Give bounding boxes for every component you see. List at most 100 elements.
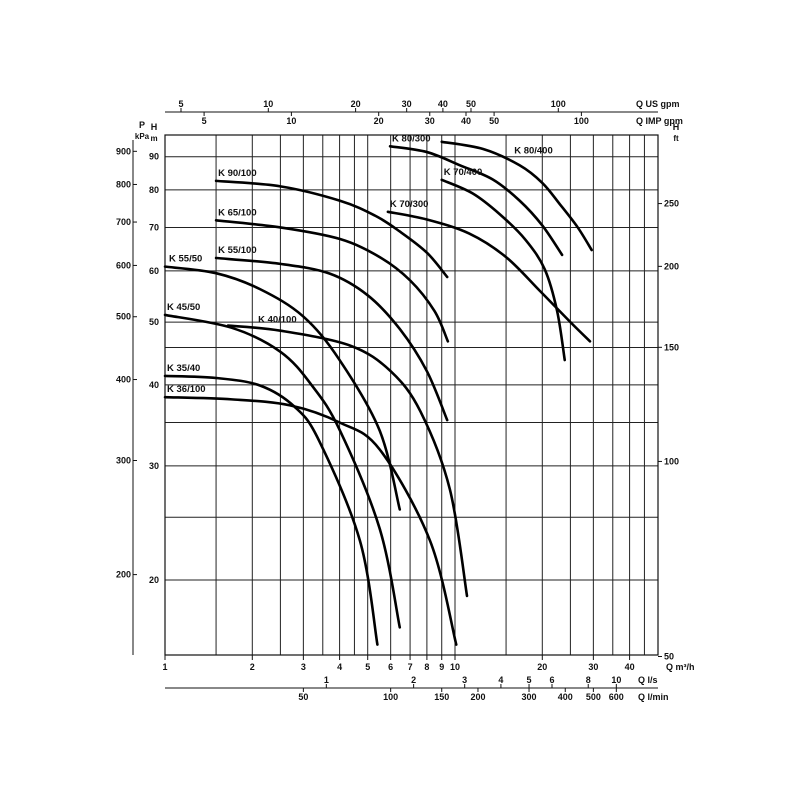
- curve-label: K 55/100: [218, 245, 257, 256]
- y-axis-title-h: H: [151, 122, 158, 132]
- y-tick-label-ft: 50: [664, 651, 674, 661]
- curve-k-45-50: [163, 313, 402, 629]
- y-axis-title-h-right: H: [673, 122, 680, 132]
- x-axis-label-us-gpm: Q US gpm: [636, 99, 680, 109]
- x-tick-label-m3h: 4: [337, 662, 342, 672]
- y-tick-label-ft: 100: [664, 456, 679, 466]
- curve-k-35-40: [163, 374, 379, 646]
- y-tick-label-ft: 250: [664, 199, 679, 209]
- grid: [164, 135, 658, 655]
- x-tick-label-lmin: 400: [558, 692, 573, 702]
- curve-k-65-100: [214, 218, 450, 343]
- x-tick-label-imp-gpm: 40: [461, 116, 471, 126]
- plot-frame: [164, 134, 659, 656]
- x-tick-label-us-gpm: 10: [263, 99, 273, 109]
- curve-label: K 36/100: [167, 384, 206, 395]
- x-tick-label-m3h: 5: [365, 662, 370, 672]
- x-tick-label-ls: 2: [411, 675, 416, 685]
- y-tick-label-m: 40: [149, 380, 159, 390]
- x-tick-label-imp-gpm: 30: [425, 116, 435, 126]
- x-tick-label-m3h: 20: [537, 662, 547, 672]
- curve-label: K 90/100: [218, 168, 257, 179]
- x-tick-label-lmin: 600: [609, 692, 624, 702]
- x-tick-label-lmin: 200: [470, 692, 485, 702]
- x-tick-label-m3h: 9: [439, 662, 444, 672]
- curve-k-80-400: [440, 140, 593, 252]
- x-axis-label-lmin: Q l/min: [638, 692, 669, 702]
- x-axis-label-ls: Q l/s: [638, 675, 658, 685]
- curves: [163, 140, 593, 646]
- y-tick-label-kpa: 800: [116, 179, 131, 189]
- x-tick-label-m3h: 3: [301, 662, 306, 672]
- x-tick-label-us-gpm: 20: [351, 99, 361, 109]
- y-tick-label-kpa: 300: [116, 455, 131, 465]
- y-tick-label-m: 60: [149, 266, 159, 276]
- y-tick-label-m: 90: [149, 152, 159, 162]
- x-tick-label-imp-gpm: 5: [202, 116, 207, 126]
- y-axis-title-p: P: [139, 120, 145, 130]
- curve-label: K 70/400: [444, 167, 483, 178]
- x-tick-label-imp-gpm: 10: [286, 116, 296, 126]
- curve-k-70-400: [440, 178, 567, 362]
- x-tick-label-m3h: 8: [424, 662, 429, 672]
- x-tick-label-us-gpm: 50: [466, 99, 476, 109]
- x-tick-label-imp-gpm: 100: [574, 116, 589, 126]
- curve-k-36-100: [163, 395, 458, 646]
- x-tick-label-m3h: 7: [408, 662, 413, 672]
- axes: [132, 108, 662, 692]
- x-tick-label-ls: 3: [462, 675, 467, 685]
- y-axis-label-kpa: kPa: [135, 132, 150, 141]
- y-tick-label-ft: 150: [664, 342, 679, 352]
- y-tick-label-m: 80: [149, 185, 159, 195]
- x-tick-label-ls: 4: [498, 675, 503, 685]
- curve-k-55-50: [163, 265, 402, 511]
- x-tick-label-m3h: 30: [588, 662, 598, 672]
- y-tick-label-m: 20: [149, 575, 159, 585]
- y-tick-label-kpa: 500: [116, 312, 131, 322]
- y-tick-label-kpa: 600: [116, 260, 131, 270]
- y-tick-label-m: 50: [149, 317, 159, 327]
- curve-k-70-300: [386, 210, 592, 343]
- x-tick-label-lmin: 300: [522, 692, 537, 702]
- x-tick-label-m3h: 10: [450, 662, 460, 672]
- x-tick-label-ls: 1: [324, 675, 329, 685]
- curve-label: K 55/50: [169, 254, 202, 265]
- y-axis-label-ft: ft: [673, 134, 679, 143]
- curve-k-90-100: [214, 179, 449, 279]
- x-tick-label-ls: 5: [527, 675, 532, 685]
- x-axis-label-imp-gpm: Q IMP gpm: [636, 116, 683, 126]
- curve-label: K 40/100: [258, 315, 297, 326]
- curve-label: K 70/300: [390, 199, 429, 210]
- x-tick-label-us-gpm: 5: [178, 99, 183, 109]
- x-tick-label-m3h: 6: [388, 662, 393, 672]
- x-tick-label-ls: 8: [586, 675, 591, 685]
- x-tick-label-us-gpm: 100: [551, 99, 566, 109]
- curve-label: K 65/100: [218, 207, 257, 218]
- y-axis-label-m: m: [150, 134, 157, 143]
- y-tick-label-kpa: 900: [116, 146, 131, 156]
- curve-label: K 35/40: [167, 363, 200, 374]
- curve-k-40-100: [226, 324, 469, 598]
- x-tick-label-m3h: 2: [250, 662, 255, 672]
- x-tick-label-m3h: 40: [625, 662, 635, 672]
- y-tick-label-kpa: 200: [116, 570, 131, 580]
- x-tick-label-imp-gpm: 50: [489, 116, 499, 126]
- curve-label: K 80/300: [392, 133, 431, 144]
- x-tick-label-lmin: 50: [298, 692, 308, 702]
- curve-k-55-100: [214, 256, 449, 422]
- y-tick-label-kpa: 400: [116, 375, 131, 385]
- y-tick-label-m: 30: [149, 461, 159, 471]
- curve-label: K 80/400: [514, 146, 553, 157]
- x-tick-label-ls: 10: [611, 675, 621, 685]
- y-tick-label-kpa: 700: [116, 217, 131, 227]
- x-tick-label-lmin: 150: [434, 692, 449, 702]
- x-tick-label-imp-gpm: 20: [374, 116, 384, 126]
- x-tick-label-lmin: 100: [383, 692, 398, 702]
- x-tick-label-m3h: 1: [162, 662, 167, 672]
- axis-labels: 1 2 3 4 5 6 7 8 9 10 20 30 40 Q m³/h1 2 3 4 5 6 8 10 Q l/s50 1…: [116, 99, 695, 702]
- x-tick-label-us-gpm: 40: [438, 99, 448, 109]
- y-tick-label-ft: 200: [664, 261, 679, 271]
- x-axis-label-m3h: Q m³/h: [666, 662, 695, 672]
- curve-k-80-300: [388, 144, 564, 257]
